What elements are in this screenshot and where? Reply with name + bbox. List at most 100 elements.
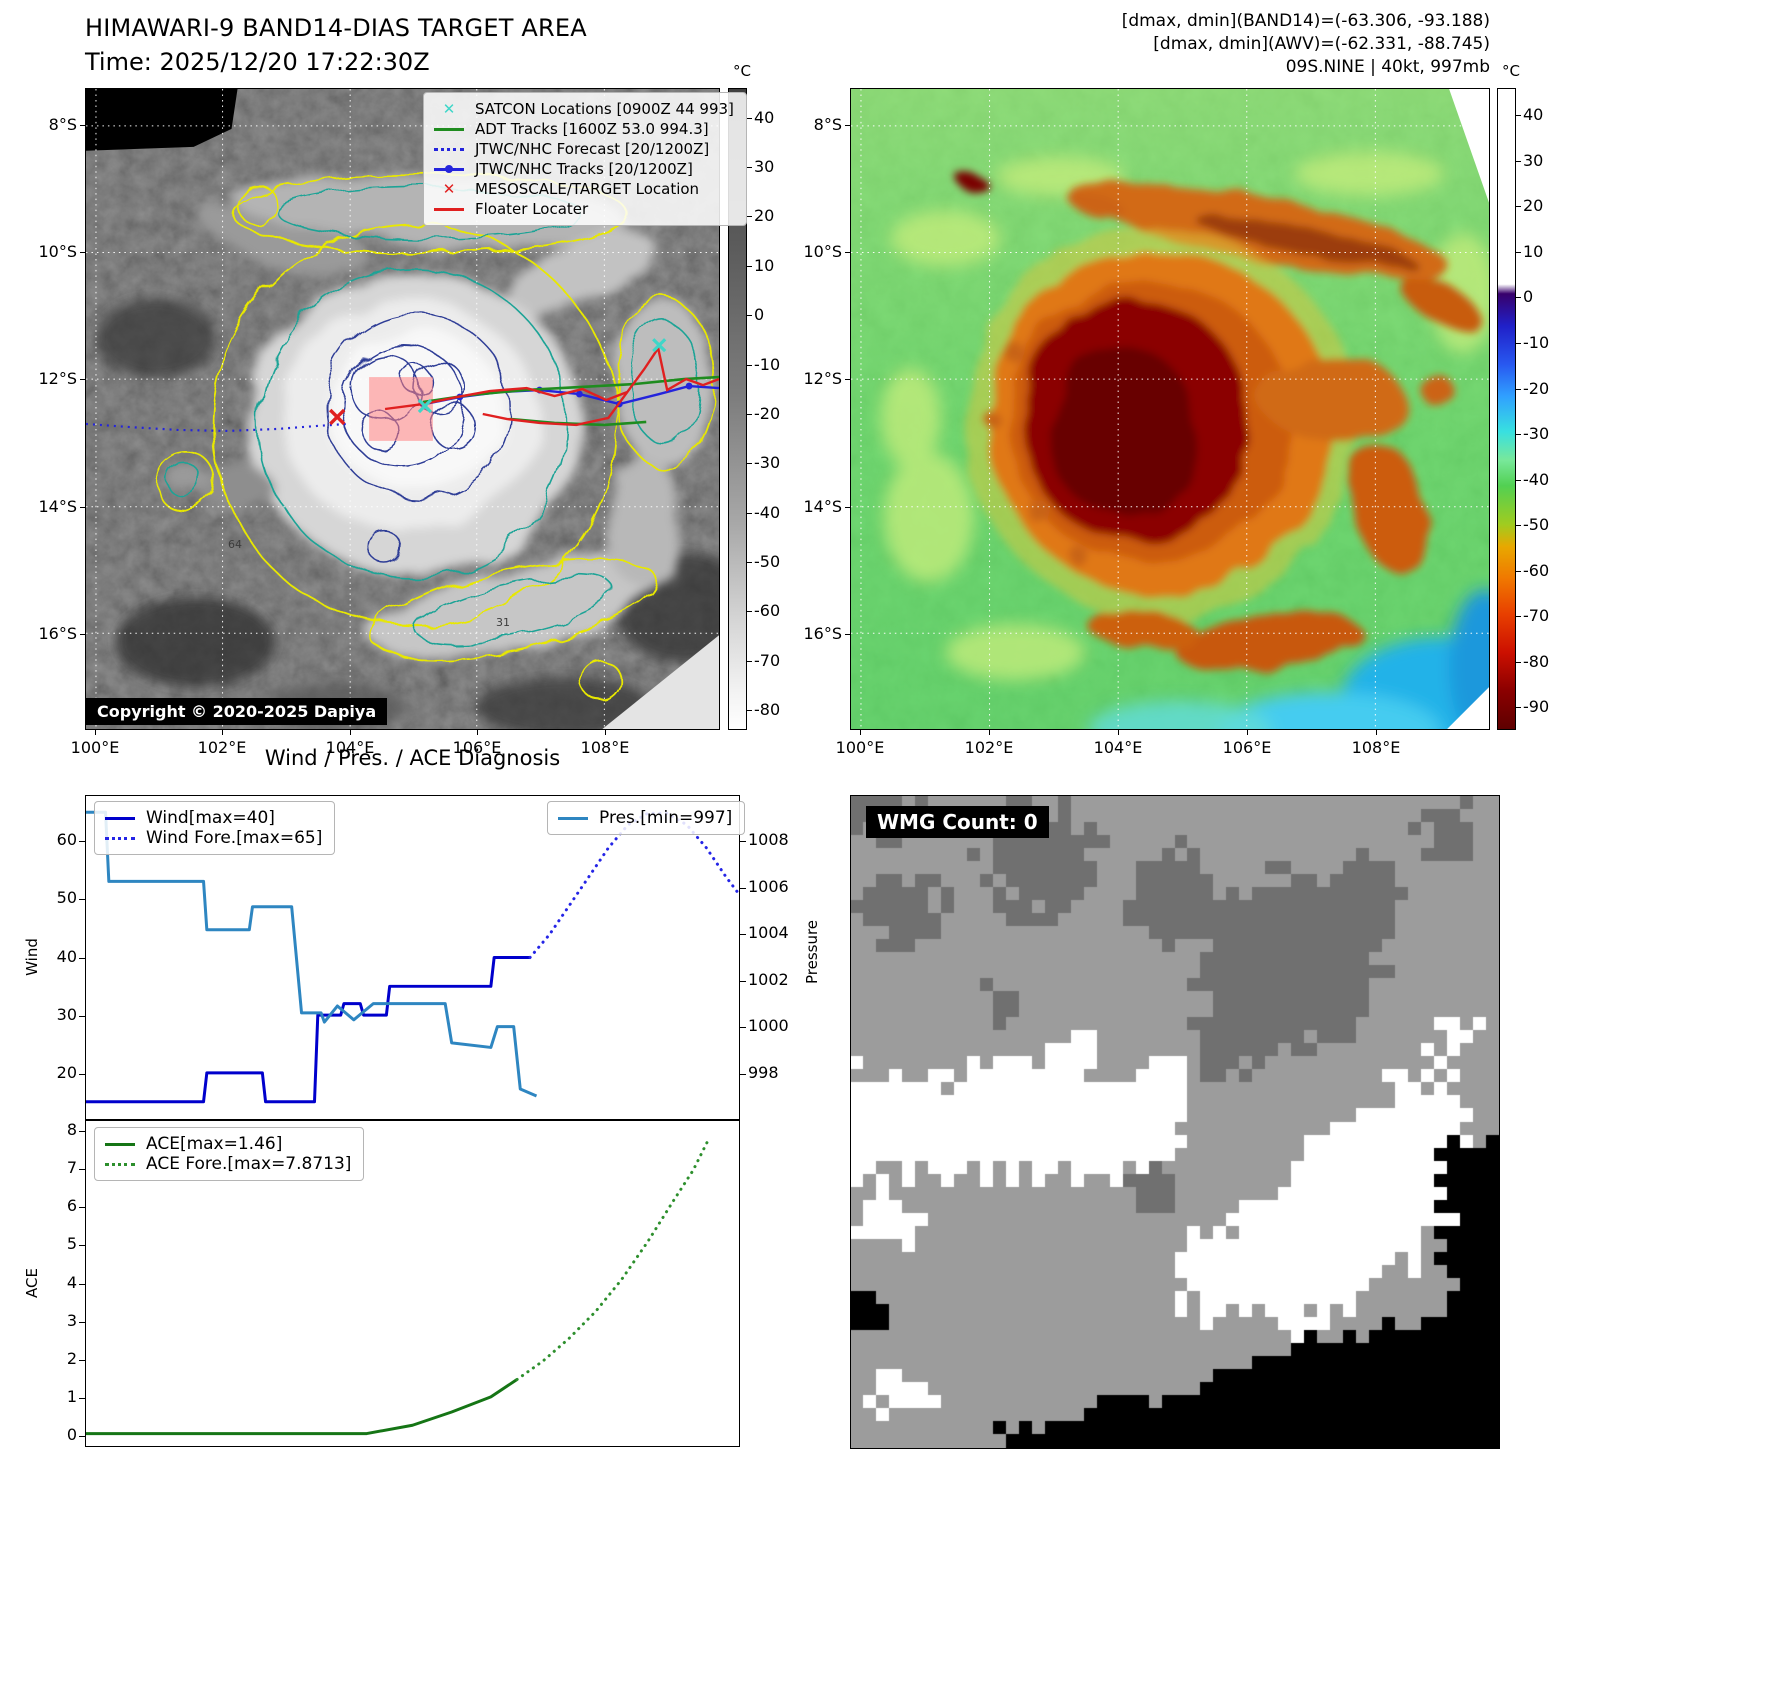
pressure-ytick-mark	[740, 887, 746, 889]
awv-colorbar-tick: 0	[1523, 287, 1534, 307]
awv-colorbar-tick-mark	[1516, 434, 1521, 436]
lat-tick-mark	[80, 379, 85, 380]
pressure-ytick: 1006	[748, 876, 789, 896]
lon-tick-label: 100°E	[70, 738, 120, 757]
awv-colorbar-tick: -10	[1523, 332, 1550, 352]
band14-satellite-image	[86, 89, 719, 729]
awv-colorbar-tick: -30	[1523, 424, 1550, 444]
band14-colorbar-tick-mark	[747, 512, 752, 514]
lon-tick-label: 104°E	[1093, 738, 1143, 757]
band14-colorbar-tick: -30	[754, 453, 781, 473]
wind-ytick: 60	[56, 830, 77, 850]
line-icon	[103, 1142, 137, 1146]
pressure-ytick: 998	[748, 1062, 779, 1082]
x-marker-icon: ✕	[442, 180, 456, 198]
band14-colorbar-tick-mark	[747, 167, 752, 168]
copyright-label: Copyright © 2020-2025 Dapiya	[86, 698, 388, 725]
lat-tick-label: 10°S	[38, 242, 77, 261]
band14-colorbar-tick: -40	[754, 502, 781, 522]
band14-colorbar-unit: °C	[733, 62, 751, 80]
band14-colorbar-tick-mark	[747, 562, 752, 564]
ace-ytick: 8	[66, 1120, 77, 1140]
band14-colorbar-tick: -10	[754, 354, 781, 374]
awv-colorbar-tick: -80	[1523, 651, 1550, 671]
awv-colorbar-tick-mark	[1516, 616, 1521, 618]
awv-colorbar-tick-mark	[1516, 160, 1521, 162]
band14-colorbar-tick-mark	[747, 660, 752, 662]
ace-ytick: 5	[66, 1234, 77, 1254]
awv-colorbar-tick: -50	[1523, 515, 1550, 535]
lon-tick-label: 100°E	[835, 738, 885, 757]
wind-ytick: 50	[56, 888, 77, 908]
line-icon	[434, 207, 464, 211]
dotted-line-icon	[105, 836, 135, 840]
legend-row: Floater Locater	[432, 199, 734, 219]
pressure-axis-label: Pressure	[803, 919, 821, 985]
awv-colorbar-tick-mark	[1516, 251, 1521, 253]
dotted-line-icon	[103, 1162, 137, 1166]
cold-cloud-tops	[956, 174, 1484, 671]
awv-colorbar-tick-mark	[1516, 479, 1521, 481]
ace-ytick-mark	[79, 1283, 85, 1285]
lon-tick-label: 106°E	[1222, 738, 1272, 757]
band14-colorbar-tick: 20	[754, 206, 775, 226]
lon-tick-mark	[605, 730, 606, 735]
pressure-ytick-mark	[740, 934, 746, 936]
no-data-region	[86, 89, 238, 151]
lat-tick-label: 12°S	[803, 369, 842, 388]
wmg-count-label: WMG Count: 0	[866, 806, 1049, 838]
lat-tick-label: 10°S	[803, 242, 842, 261]
band14-colorbar-tick: 10	[754, 255, 775, 275]
lat-tick-mark	[845, 379, 850, 380]
ace-ytick: 4	[66, 1272, 77, 1292]
ace-ytick: 7	[66, 1158, 77, 1178]
legend-label: Wind[max=40]	[146, 808, 275, 828]
legend-label: MESOSCALE/TARGET Location	[475, 180, 700, 198]
line-icon	[105, 1142, 135, 1146]
swath-edge-top	[1449, 89, 1489, 203]
ace-ytick: 6	[66, 1196, 77, 1216]
legend-label: JTWC/NHC Tracks [20/1200Z]	[475, 160, 693, 178]
awv-minmax-label: [dmax, dmin](AWV)=(-62.331, -88.745)	[1153, 34, 1490, 54]
line-icon	[434, 127, 464, 131]
pressure-ytick-mark	[740, 1027, 746, 1029]
floater-track-branch	[482, 391, 629, 427]
awv-satellite-image	[851, 89, 1489, 729]
forecast-track-line	[86, 422, 348, 433]
legend-row: JTWC/NHC Forecast [20/1200Z]	[432, 139, 734, 159]
series-ACE Fore.[max=7.8713]	[515, 1135, 712, 1382]
band14-colorbar-tick-mark	[747, 117, 752, 119]
lon-tick-label: 104°E	[325, 738, 375, 757]
lon-tick-mark	[860, 730, 861, 735]
dotted-line-icon	[105, 1162, 135, 1166]
wind-ytick-mark	[79, 957, 85, 959]
legend-label: Wind Fore.[max=65]	[146, 828, 323, 848]
awv-colorbar-tick-mark	[1516, 570, 1521, 572]
lat-tick-label: 14°S	[803, 497, 842, 516]
lat-tick-mark	[80, 634, 85, 635]
awv-colorbar-tick-mark	[1516, 297, 1521, 299]
legend-row: ACE Fore.[max=7.8713]	[103, 1154, 351, 1174]
line-icon	[432, 127, 466, 131]
band14-colorbar-tick: 30	[754, 157, 775, 176]
header-right-block: [dmax, dmin](BAND14)=(-63.306, -93.188) …	[1122, 10, 1490, 79]
legend-row: ACE[max=1.46]	[103, 1134, 351, 1154]
legend-row: JTWC/NHC Tracks [20/1200Z]	[432, 159, 734, 179]
line-icon	[558, 816, 588, 820]
ace-ytick: 1	[66, 1386, 77, 1406]
lon-tick-mark	[989, 730, 990, 735]
band14-colorbar-tick: -50	[754, 552, 781, 572]
ace-ytick: 0	[66, 1424, 77, 1444]
lat-tick-mark	[80, 252, 85, 253]
legend-row: Pres.[min=997]	[556, 808, 732, 828]
lat-tick-mark	[845, 252, 850, 253]
diagnosis-title: Wind / Pres. / ACE Diagnosis	[264, 746, 561, 770]
band14-colorbar-tick-mark	[747, 463, 752, 465]
awv-colorbar-tick-mark	[1516, 525, 1521, 527]
warm-low-clouds	[1088, 589, 1489, 729]
legend-row: Wind Fore.[max=65]	[103, 828, 322, 848]
figure-timestamp: Time: 2025/12/20 17:22:30Z	[85, 48, 430, 76]
awv-colorbar-tick: 30	[1523, 150, 1544, 170]
storm-info-label: 09S.NINE | 40kt, 997mb	[1285, 57, 1490, 77]
